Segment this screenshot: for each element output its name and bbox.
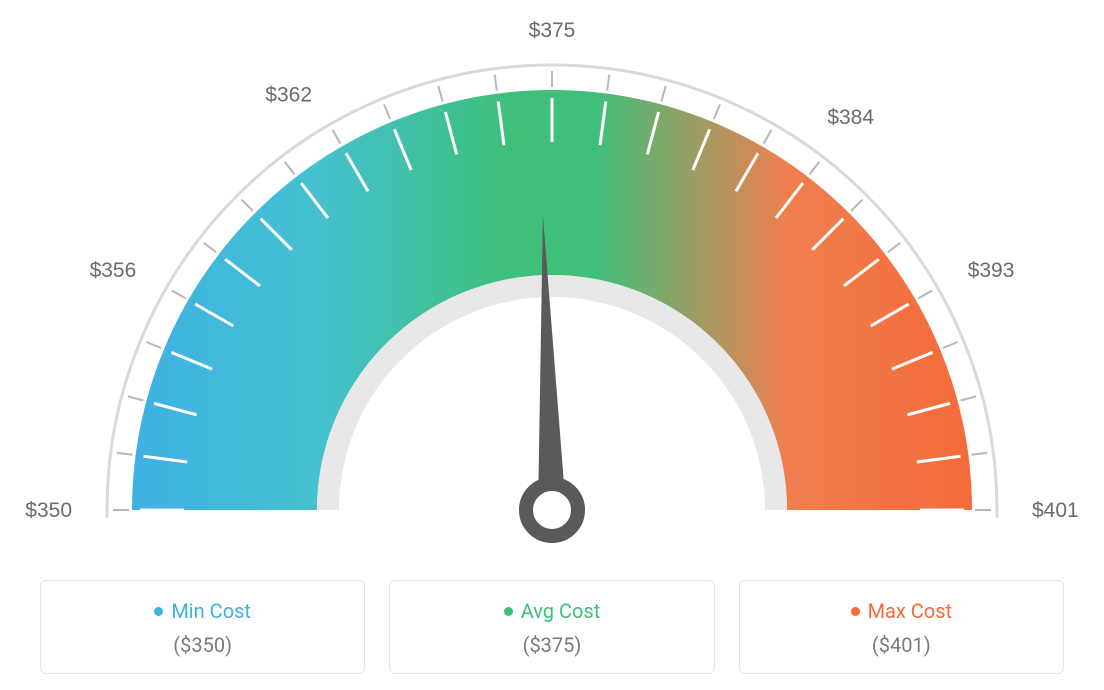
- gauge-svg: $350 $356 $362 $375 $384 $393 $401: [0, 0, 1104, 560]
- legend-title-avg: Avg Cost: [504, 599, 601, 623]
- legend-value-avg: ($375): [390, 633, 713, 657]
- legend-card-avg: Avg Cost ($375): [389, 580, 714, 674]
- svg-text:$384: $384: [827, 106, 874, 129]
- legend-title-text-avg: Avg Cost: [521, 599, 601, 623]
- svg-text:$362: $362: [265, 83, 312, 106]
- legend-card-max: Max Cost ($401): [739, 580, 1064, 674]
- svg-text:$401: $401: [1032, 499, 1079, 522]
- svg-text:$393: $393: [968, 259, 1015, 282]
- legend-card-min: Min Cost ($350): [40, 580, 365, 674]
- legend-dot-min: [154, 607, 163, 616]
- svg-text:$375: $375: [529, 19, 576, 42]
- legend-title-text-min: Min Cost: [171, 599, 251, 623]
- legend-title-min: Min Cost: [154, 599, 251, 623]
- legend-dot-avg: [504, 607, 513, 616]
- svg-text:$356: $356: [90, 259, 137, 282]
- legend-title-text-max: Max Cost: [868, 599, 953, 623]
- svg-text:$350: $350: [25, 499, 72, 522]
- legend-dot-max: [851, 607, 860, 616]
- legend-title-max: Max Cost: [851, 599, 953, 623]
- legend-value-min: ($350): [41, 633, 364, 657]
- legend-row: Min Cost ($350) Avg Cost ($375) Max Cost…: [0, 560, 1104, 674]
- legend-value-max: ($401): [740, 633, 1063, 657]
- cost-gauge: $350 $356 $362 $375 $384 $393 $401: [0, 0, 1104, 560]
